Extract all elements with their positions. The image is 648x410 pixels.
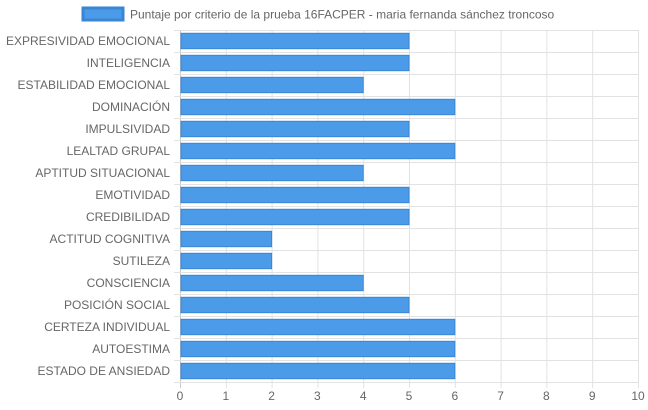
bar[interactable] [180,120,410,138]
legend-swatch [81,6,125,22]
y-tick-label: DOMINACIÓN [92,99,170,114]
bar[interactable] [180,54,410,72]
y-tick-label: INTELIGENCIA [87,56,170,70]
bar[interactable] [180,274,364,292]
y-tick-label: POSICIÓN SOCIAL [64,297,170,312]
y-tick-label: ESTABILIDAD EMOCIONAL [18,78,171,92]
legend[interactable]: Puntaje por criterio de la prueba 16FACP… [81,6,555,22]
y-tick-label: AUTOESTIMA [92,342,170,356]
bar[interactable] [180,142,456,160]
y-tick-label: CREDIBILIDAD [86,210,170,224]
y-tick-label: IMPULSIVIDAD [85,122,170,136]
x-tick-label: 2 [268,389,275,403]
x-tick-label: 4 [360,389,367,403]
bar[interactable] [180,32,410,50]
y-tick-label: SUTILEZA [113,254,170,268]
x-tick-label: 0 [177,389,184,403]
y-tick-label: CERTEZA INDIVIDUAL [44,320,170,334]
y-tick-label: ACTITUD COGNITIVA [50,232,170,246]
x-tick-label: 6 [451,389,458,403]
bar[interactable] [180,318,456,336]
x-tick-label: 7 [497,389,504,403]
bar[interactable] [180,340,456,358]
x-axis-labels: 0 1 2 3 4 5 6 7 8 9 10 [177,389,645,403]
bars [180,32,456,380]
bar[interactable] [180,362,456,380]
bar[interactable] [180,208,410,226]
x-tick-label: 3 [314,389,321,403]
bar[interactable] [180,296,410,314]
x-tick-label: 8 [543,389,550,403]
y-tick-label: EMOTIVIDAD [95,188,170,202]
y-tick-label: ESTADO DE ANSIEDAD [38,364,171,378]
bar[interactable] [180,252,273,270]
legend-label: Puntaje por criterio de la prueba 16FACP… [130,8,555,22]
x-tick-label: 5 [406,389,413,403]
x-tick-label: 1 [222,389,229,403]
y-tick-label: EXPRESIVIDAD EMOCIONAL [6,34,170,48]
y-tick-label: CONSCIENCIA [87,276,170,290]
bar[interactable] [180,164,364,182]
x-tick-label: 10 [631,389,645,403]
bar[interactable] [180,76,364,94]
y-tick-label: APTITUD SITUACIONAL [35,166,170,180]
grid [174,30,639,388]
x-tick-label: 9 [589,389,596,403]
y-tick-label: LEALTAD GRUPAL [67,144,171,158]
bar[interactable] [180,230,273,248]
y-axis-labels: EXPRESIVIDAD EMOCIONAL INTELIGENCIA ESTABI… [6,34,170,378]
bar[interactable] [180,98,456,116]
bar[interactable] [180,186,410,204]
